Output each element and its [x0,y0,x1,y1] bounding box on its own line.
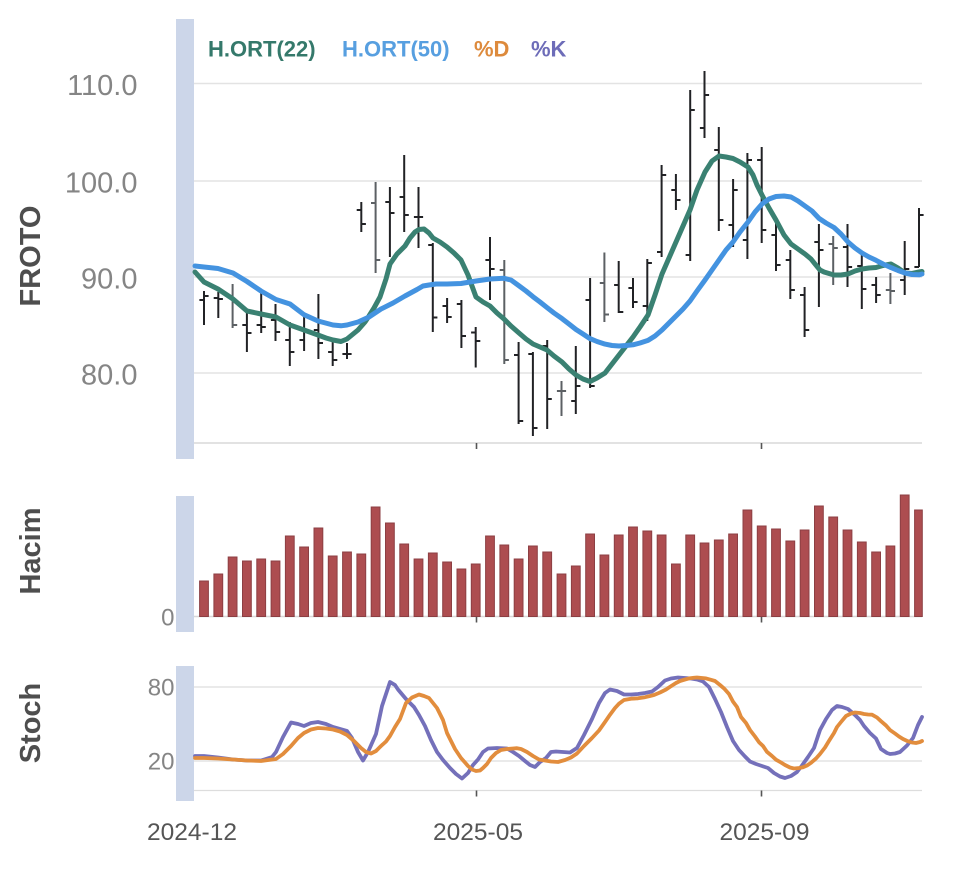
svg-text:80.0: 80.0 [81,360,137,392]
svg-text:H.ORT(22): H.ORT(22) [208,37,316,62]
svg-text:80: 80 [148,675,175,702]
svg-text:0: 0 [161,605,174,632]
svg-text:Stoch: Stoch [15,683,47,764]
svg-text:Hacim: Hacim [15,507,47,594]
svg-text:%K: %K [531,37,567,62]
svg-text:H.ORT(50): H.ORT(50) [342,37,450,62]
svg-text:2024-12: 2024-12 [147,819,237,846]
svg-text:2025-09: 2025-09 [720,819,810,846]
svg-text:2025-05: 2025-05 [433,819,523,846]
svg-text:100.0: 100.0 [65,168,138,200]
svg-text:FROTO: FROTO [15,206,47,307]
svg-text:%D: %D [474,37,509,62]
svg-text:20: 20 [148,749,175,776]
svg-text:110.0: 110.0 [67,70,137,102]
svg-text:90.0: 90.0 [81,264,137,296]
